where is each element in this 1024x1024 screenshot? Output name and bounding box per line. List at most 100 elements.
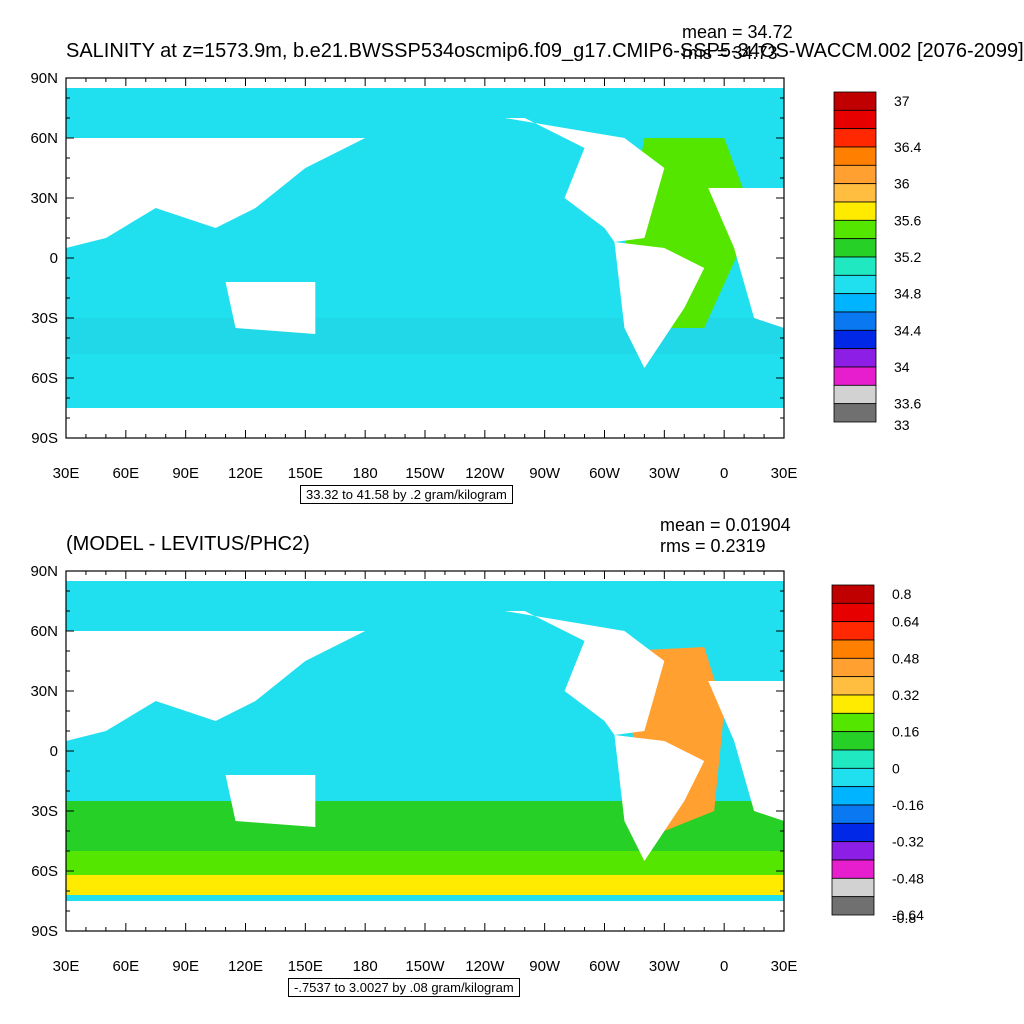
colorbar-label: -0.64 bbox=[892, 907, 924, 923]
colorbar-swatch bbox=[831, 804, 875, 824]
colorbar-swatch bbox=[831, 731, 875, 751]
north-america-landmass bbox=[385, 118, 665, 242]
lat-tick-label: 90N bbox=[30, 563, 58, 580]
colorbar-swatch bbox=[831, 767, 875, 788]
lon-tick-label: 150W bbox=[405, 958, 445, 975]
lon-tick-label: 90E bbox=[172, 958, 199, 975]
lat-tick-label: 30S bbox=[31, 310, 58, 327]
southern-band bbox=[66, 875, 784, 895]
lat-tick-label: 30N bbox=[30, 683, 58, 700]
lon-tick-label: 90W bbox=[529, 465, 561, 482]
lon-tick-label: 150W bbox=[405, 465, 445, 482]
lon-tick-label: 90E bbox=[172, 465, 199, 482]
asia-landmass bbox=[66, 631, 366, 741]
bottom-contour-info: -.7537 to 3.0027 by .08 gram/kilogram bbox=[288, 978, 520, 997]
bottom-colorbar: 0.8 0.64 0.48 0.32 0.16 0 -0.16 -0.32 -0.48 -0.64… bbox=[831, 584, 924, 926]
southern-ocean-band bbox=[66, 354, 784, 408]
colorbar-label: -0.16 bbox=[892, 797, 924, 813]
bottom-title: (MODEL - LEVITUS/PHC2) bbox=[66, 533, 310, 555]
colorbar-label: 0.32 bbox=[892, 687, 919, 703]
south-america-landmass bbox=[614, 735, 705, 861]
colorbar-label: 34 bbox=[894, 359, 910, 375]
top-colorbar: 37 36.4 36 35.6 35.2 34.8 34.4 34 33.6 33 bbox=[833, 91, 921, 433]
lon-tick-label: 30E bbox=[53, 958, 80, 975]
lat-tick-label: 90S bbox=[31, 430, 58, 447]
top-title: SALINITY at z=1573.9m, b.e21.BWSSP534osc… bbox=[66, 40, 1024, 62]
lon-tick-label: 60W bbox=[589, 465, 621, 482]
colorbar-swatch bbox=[831, 602, 875, 623]
colorbar-swatch bbox=[831, 822, 875, 843]
lon-tick-label: 180 bbox=[353, 958, 378, 975]
colorbar-swatch bbox=[831, 657, 875, 678]
colorbar-swatch bbox=[833, 109, 877, 130]
lon-tick-label: 120E bbox=[228, 465, 263, 482]
lon-tick-label: 120W bbox=[465, 465, 505, 482]
asia-landmass bbox=[66, 138, 366, 248]
top-rms: rms = 34.73 bbox=[682, 43, 778, 63]
colorbar-label: 35.2 bbox=[894, 249, 921, 265]
colorbar-swatch bbox=[831, 859, 875, 879]
lon-tick-label: 150E bbox=[288, 958, 323, 975]
colorbar-swatch bbox=[831, 639, 875, 659]
colorbar-label: 34.8 bbox=[894, 286, 921, 302]
bottom-rms: rms = 0.2319 bbox=[660, 536, 766, 556]
colorbar-label: -0.48 bbox=[892, 870, 924, 886]
lon-tick-label: 0 bbox=[720, 465, 728, 482]
lat-tick-label: 0 bbox=[50, 250, 58, 267]
colorbar-swatch bbox=[831, 786, 875, 806]
top-mean: mean = 34.72 bbox=[682, 22, 793, 42]
lon-tick-label: 60E bbox=[112, 958, 139, 975]
colorbar-swatch bbox=[833, 128, 877, 148]
colorbar-label: 0 bbox=[892, 760, 900, 776]
lon-tick-label: 0 bbox=[720, 958, 728, 975]
lon-tick-label: 30W bbox=[649, 465, 681, 482]
lon-tick-label: 30E bbox=[53, 465, 80, 482]
colorbar-swatch bbox=[833, 183, 877, 203]
colorbar-swatch bbox=[833, 329, 877, 350]
colorbar-swatch bbox=[833, 403, 877, 423]
colorbar-swatch bbox=[833, 219, 877, 240]
colorbar-swatch bbox=[831, 749, 875, 769]
top-map: 30E 60E 90E 120E 150E 180 150W 120W 90W 60W 30W 0 30… bbox=[30, 70, 844, 482]
lon-tick-label: 30E bbox=[771, 465, 798, 482]
colorbar-swatch bbox=[833, 311, 877, 331]
colorbar-swatch bbox=[831, 841, 875, 861]
colorbar-swatch bbox=[831, 676, 875, 696]
colorbar-label: 0.8 bbox=[892, 586, 912, 602]
colorbar-label: -0.8 bbox=[892, 910, 916, 926]
colorbar-label: 33.6 bbox=[894, 396, 921, 412]
colorbar-swatch bbox=[833, 384, 877, 405]
colorbar-swatch bbox=[833, 366, 877, 386]
colorbar-swatch bbox=[833, 238, 877, 258]
lat-tick-label: 30N bbox=[30, 190, 58, 207]
colorbar-swatch bbox=[831, 896, 875, 916]
colorbar-swatch bbox=[833, 348, 877, 368]
lat-tick-label: 60N bbox=[30, 623, 58, 640]
lon-tick-label: 60E bbox=[112, 465, 139, 482]
colorbar-label: 0.16 bbox=[892, 724, 919, 740]
lat-tick-label: 90S bbox=[31, 923, 58, 940]
lon-tick-label: 60W bbox=[589, 958, 621, 975]
lat-tick-label: 60S bbox=[31, 370, 58, 387]
colorbar-swatch bbox=[833, 201, 877, 221]
colorbar-swatch bbox=[833, 274, 877, 295]
southern-band bbox=[66, 851, 784, 875]
colorbar-label: 35.6 bbox=[894, 212, 921, 228]
colorbar-label: 33 bbox=[894, 417, 910, 433]
colorbar-label: 0.64 bbox=[892, 614, 919, 630]
lon-tick-label: 180 bbox=[353, 465, 378, 482]
australia-landmass bbox=[225, 775, 316, 827]
lat-tick-label: 30S bbox=[31, 803, 58, 820]
colorbar-swatch bbox=[831, 621, 875, 641]
bottom-mean: mean = 0.01904 bbox=[660, 515, 791, 535]
colorbar-swatch bbox=[831, 694, 875, 714]
colorbar-label: 0.48 bbox=[892, 650, 919, 666]
lon-tick-label: 30E bbox=[771, 958, 798, 975]
colorbar-swatch bbox=[833, 256, 877, 276]
south-america-landmass bbox=[614, 242, 705, 368]
colorbar-swatch bbox=[833, 91, 877, 111]
colorbar-label: 36 bbox=[894, 176, 910, 192]
bottom-map: 30E 60E 90E 120E 150E 180 150W 120W 90W 60W 30W 0 30… bbox=[30, 563, 844, 975]
lon-tick-label: 120W bbox=[465, 958, 505, 975]
